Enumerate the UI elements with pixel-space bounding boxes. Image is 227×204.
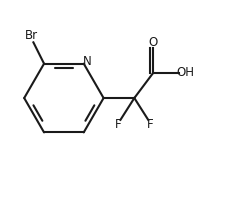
Text: N: N <box>83 55 92 68</box>
Text: OH: OH <box>176 66 194 79</box>
Text: O: O <box>149 36 158 49</box>
Text: F: F <box>147 118 153 131</box>
Text: F: F <box>115 118 122 131</box>
Text: Br: Br <box>25 29 38 42</box>
